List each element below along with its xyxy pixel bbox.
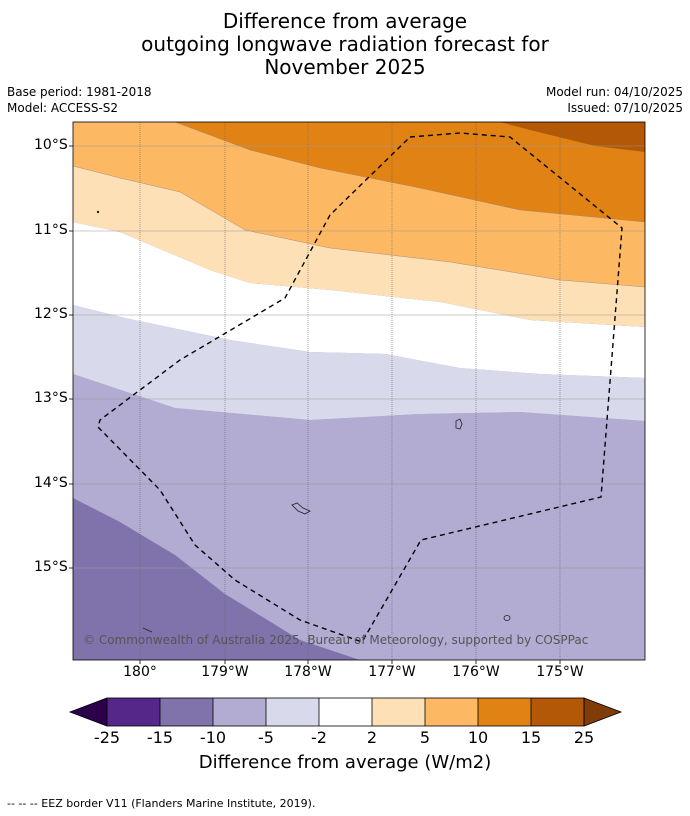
colorbar-label: -25 — [93, 728, 121, 747]
colorbar-label: -5 — [258, 728, 274, 747]
eez-legend-note: -- -- -- EEZ border V11 (Flanders Marine… — [7, 797, 316, 810]
colorbar-under-arrow — [68, 697, 108, 727]
colorbar-segment-8 — [478, 698, 531, 726]
lat-tick-10s: 10°S — [34, 137, 68, 153]
colorbar-label: 15 — [520, 728, 542, 747]
island-wallis — [291, 502, 311, 515]
band-5-to-10 — [73, 122, 645, 287]
band-10-to-15 — [175, 122, 645, 222]
colorbar-label: -10 — [199, 728, 227, 747]
colorbar-segment-9 — [531, 698, 584, 726]
anomaly-field — [73, 122, 645, 660]
base-period: Base period: 1981-2018 — [7, 85, 152, 99]
lon-tick-178w: 178°W — [284, 664, 332, 680]
band-2-to-5 — [73, 166, 645, 327]
parallel-grid — [73, 145, 645, 569]
lon-tick-175w: 175°W — [536, 664, 584, 680]
colorbar-segment-3 — [213, 698, 266, 726]
island-dot — [96, 210, 100, 214]
colorbar-label: 10 — [467, 728, 489, 747]
lon-tick-179w: 179°W — [201, 664, 249, 680]
contour-lines — [73, 122, 645, 288]
lon-tick-180: 180° — [123, 664, 157, 680]
eez-border — [97, 132, 623, 643]
axis-ticks — [69, 145, 561, 664]
lat-tick-11s: 11°S — [34, 222, 68, 238]
title-line-3: November 2025 — [264, 55, 426, 79]
model-name: Model: ACCESS-S2 — [7, 101, 119, 115]
colorbar-title: Difference from average (W/m2) — [198, 752, 492, 773]
band-minus-10-to-minus-5 — [73, 374, 645, 660]
colorbar-label: -2 — [311, 728, 327, 747]
band-15-to-25 — [500, 122, 645, 152]
model-run: Model run: 04/10/2025 — [545, 85, 683, 99]
lat-tick-14s: 14°S — [34, 475, 68, 491]
band-minus-2-to-2 — [73, 222, 645, 378]
island-niuafoou — [455, 418, 463, 430]
colorbar-segment-5 — [319, 698, 372, 726]
colorbar-segment-1 — [107, 698, 160, 726]
colorbar-segment-7 — [425, 698, 478, 726]
colorbar-segment-2 — [160, 698, 213, 726]
lat-tick-13s: 13°S — [34, 390, 68, 406]
title-line-1: Difference from average — [222, 9, 468, 33]
colorbar-label: -15 — [146, 728, 174, 747]
lon-tick-176w: 176°W — [452, 664, 500, 680]
island-reef — [142, 627, 153, 633]
title-line-2: outgoing longwave radiation forecast for — [141, 32, 549, 56]
colorbar-segment-4 — [266, 698, 319, 726]
lat-tick-15s: 15°S — [34, 559, 68, 575]
colorbar-label: 5 — [419, 728, 431, 747]
island-small — [503, 615, 511, 621]
band-minus-5-to-minus-2 — [73, 305, 645, 421]
colorbar — [68, 697, 623, 727]
lon-tick-177w: 177°W — [368, 664, 416, 680]
issued-date: Issued: 07/10/2025 — [567, 101, 683, 115]
map-frame — [72, 121, 646, 661]
colorbar-over-arrow — [583, 697, 623, 727]
islands — [96, 210, 511, 633]
colorbar-segment-6 — [372, 698, 425, 726]
colorbar-label: 25 — [573, 728, 595, 747]
lat-tick-12s: 12°S — [34, 306, 68, 322]
copyright-notice: © Commonwealth of Australia 2025, Bureau… — [83, 633, 589, 647]
colorbar-label: 2 — [366, 728, 378, 747]
